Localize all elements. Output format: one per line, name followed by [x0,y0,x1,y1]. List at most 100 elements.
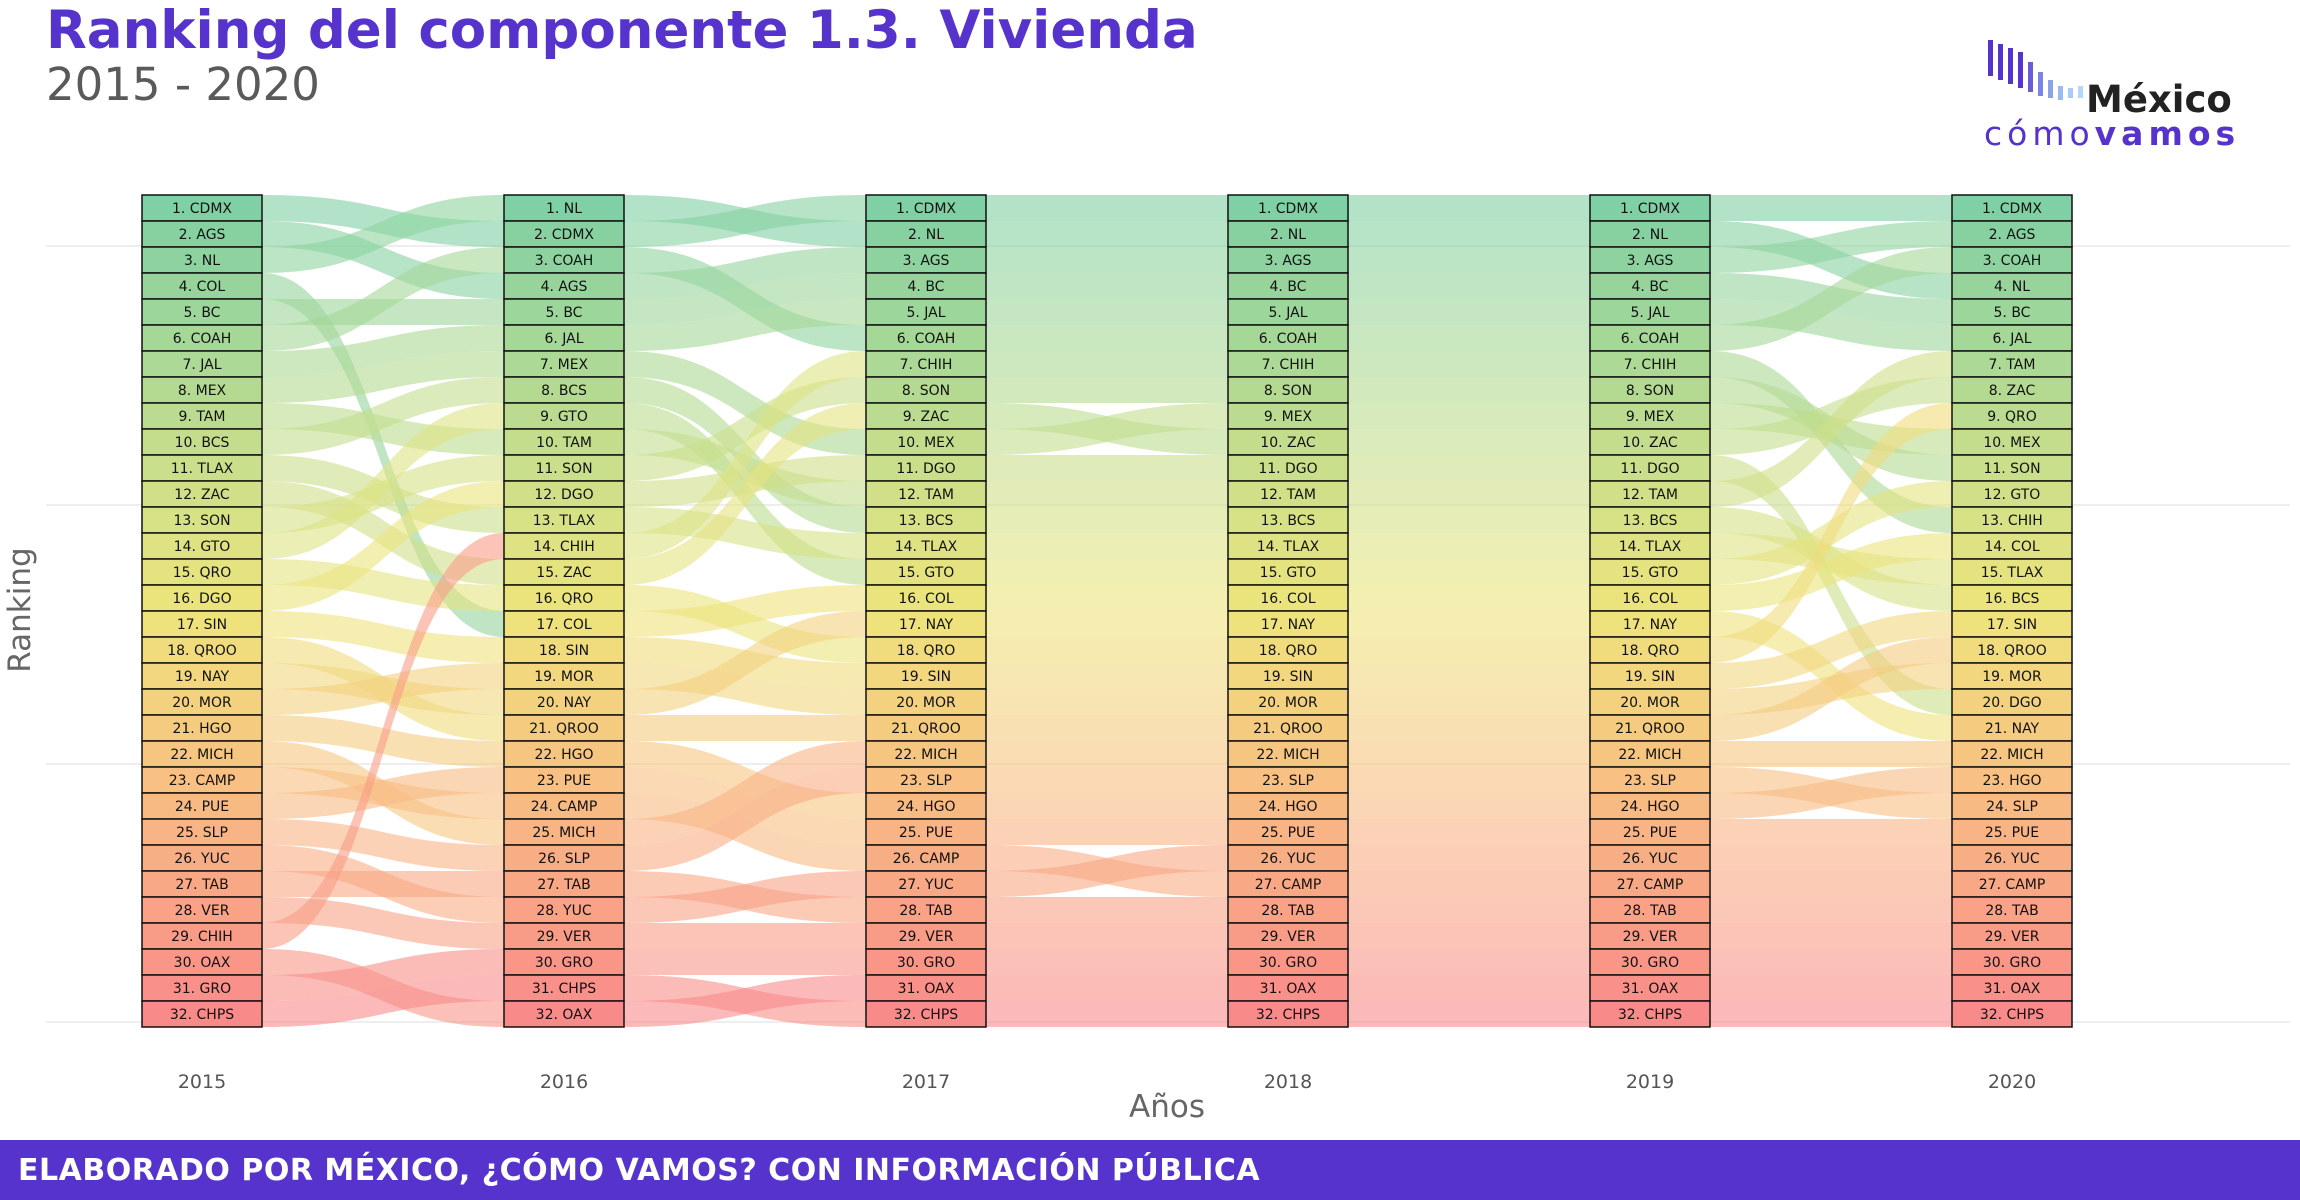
flow-son-2017 [986,377,1228,403]
rank-label: 19. MOR [534,669,594,685]
rank-label: 16. COL [1260,591,1316,607]
rank-box [1589,220,1711,248]
rank-box [141,454,263,482]
rank-label: 6. COAH [1259,331,1317,347]
rank-label: 9. QRO [1987,409,2037,425]
rank-label: 22. MICH [170,747,233,763]
rank-label: 13. TLAX [533,513,596,529]
rank-label: 2. AGS [1989,227,2036,243]
rank-box [1951,194,2073,222]
rank-box [865,662,987,690]
flow-col-2015 [262,273,504,637]
rank-label: 20. DGO [1982,695,2041,711]
flow-gro-2017 [986,949,1228,975]
rank-box [865,740,987,768]
rank-box [1227,922,1349,950]
rank-label: 20. MOR [1258,695,1318,711]
rank-box [1951,896,2073,924]
rank-box [1951,818,2073,846]
rank-box [1951,246,2073,274]
rank-label: 22. HGO [534,747,593,763]
rank-label: 24. CAMP [531,799,598,815]
rank-label: 1. CDMX [172,201,232,217]
rank-box [1951,948,2073,976]
flow-cdmx-2019 [1710,195,1952,221]
rank-box [1227,376,1349,404]
flow-chps-2019 [1710,1001,1952,1027]
rank-label: 26. CAMP [893,851,960,867]
rank-label: 23. SLP [900,773,952,789]
rank-label: 16. COL [1622,591,1678,607]
rank-label: 26. SLP [538,851,590,867]
rank-box [1589,298,1711,326]
rank-label: 28. TAB [1261,903,1314,919]
footer-bar: ELABORADO POR MÉXICO, ¿CÓMO VAMOS? CON I… [0,1140,2300,1200]
flow-nay-2018 [1348,611,1590,637]
flow-ags-2017 [986,247,1228,273]
flow-mor-2016 [624,663,866,715]
flow-bc-2016 [624,273,866,325]
flow-mich-2017 [986,741,1228,767]
rank-label: 21. NAY [1985,721,2040,737]
rank-label: 23. SLP [1624,773,1676,789]
flow-mich-2018 [1348,741,1590,767]
flow-slp-2017 [986,767,1228,793]
flow-mich-2019 [1710,741,1952,767]
rank-box [1951,792,2073,820]
rank-label: 31. OAX [898,981,955,997]
flow-gto-2015 [262,403,504,559]
rank-label: 13. BCS [899,513,954,529]
rank-label: 8. BCS [541,383,587,399]
rank-label: 27. CAMP [1979,877,2046,893]
rank-box [865,402,987,430]
rank-box [503,584,625,612]
flow-oax-2019 [1710,975,1952,1001]
rank-label: 18. SIN [539,643,589,659]
rank-label: 21. QROO [891,721,961,737]
rank-label: 16. BCS [1985,591,2040,607]
rank-label: 21. QROO [1253,721,1323,737]
rank-box [1227,844,1349,872]
flow-gro-2019 [1710,949,1952,975]
rank-box [865,246,987,274]
rank-box [1227,662,1349,690]
rank-box [503,506,625,534]
rank-label: 1. CDMX [896,201,956,217]
rank-label: 21. QROO [529,721,599,737]
flow-qro-2017 [986,637,1228,663]
rank-box [503,376,625,404]
rank-box [1227,428,1349,456]
rank-box [1951,402,2073,430]
flow-mex-2015 [262,351,504,403]
rank-label: 31. CHPS [532,981,596,997]
flow-coah-2017 [986,325,1228,351]
rank-box [1227,584,1349,612]
rank-label: 26. YUC [1984,851,2040,867]
rank-box [1951,1000,2073,1028]
rank-box [141,766,263,794]
rank-label: 14. COL [1984,539,2040,555]
rank-label: 10. TAM [536,435,592,451]
rank-box [1227,688,1349,716]
rank-box [503,948,625,976]
rank-label: 6. COAH [173,331,231,347]
rank-box [1227,402,1349,430]
flow-oax-2017 [986,975,1228,1001]
rank-box [865,454,987,482]
rank-label: 5. JAL [1630,305,1669,321]
rank-label: 20. MOR [896,695,956,711]
flow-bc-2018 [1348,273,1590,299]
rank-label: 5. JAL [906,305,945,321]
rank-box [1589,506,1711,534]
rank-label: 20. MOR [172,695,232,711]
flow-bcs-2018 [1348,507,1590,533]
flow-hgo-2017 [986,793,1228,819]
x-tick-label: 2015 [178,1071,226,1093]
rank-label: 12. TAM [1622,487,1678,503]
rank-label: 2. CDMX [534,227,594,243]
flow-pue-2015 [262,767,504,819]
flow-col-2017 [986,585,1228,611]
rank-label: 16. QRO [535,591,593,607]
rank-label: 3. NL [184,253,220,269]
flow-ags-2016 [624,247,866,299]
